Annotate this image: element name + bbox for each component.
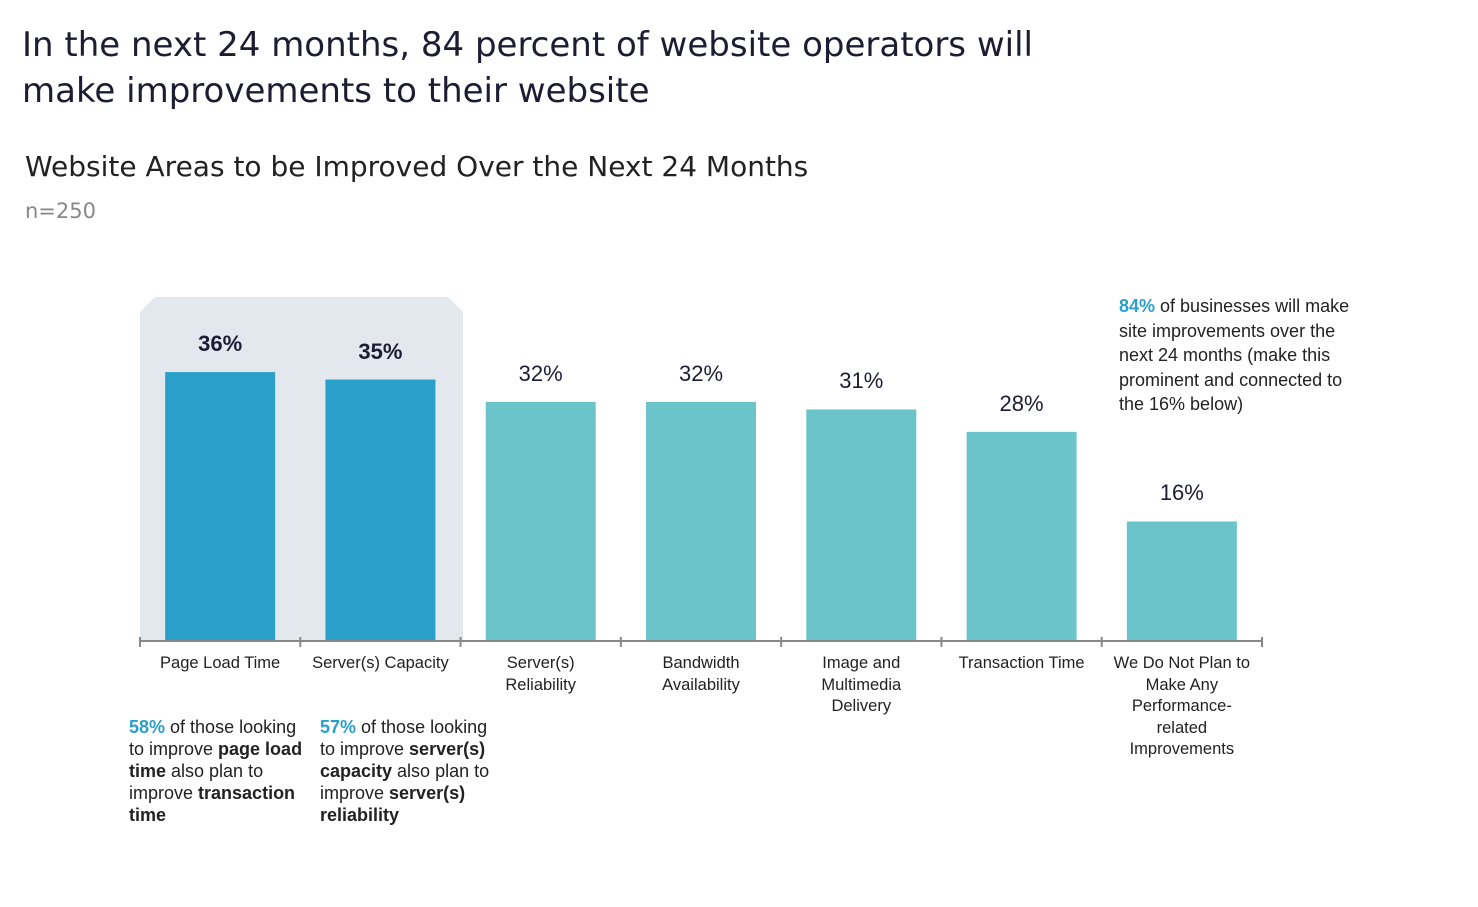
annotation: 58% of those looking to improve page loa… xyxy=(129,716,307,826)
bar xyxy=(646,401,756,641)
value-label: 36% xyxy=(198,331,243,357)
annotation-text: server(s) reliability xyxy=(320,783,466,825)
annotation-text: of businesses will make site improvement… xyxy=(1119,296,1350,414)
annotation-text: of those looking to improve xyxy=(129,717,297,759)
value-label: 16% xyxy=(1159,480,1204,506)
annotation-text: 84% xyxy=(1119,296,1156,316)
x-tick-label: Image and Multimedia Delivery xyxy=(821,654,902,715)
chart-subtitle: n=250 xyxy=(25,199,96,223)
value-label: 32% xyxy=(678,360,724,386)
annotation-text: 58% xyxy=(129,717,166,737)
annotation-text: server(s) capacity xyxy=(320,739,486,781)
x-tick-label: Page Load Time xyxy=(160,654,281,672)
annotation: 57% of those looking to improve server(s… xyxy=(320,716,500,826)
x-tick-label: Transaction Time xyxy=(958,654,1085,672)
page-title: In the next 24 months, 84 percent of web… xyxy=(22,25,1033,111)
x-tick-label: We Do Not Plan to Make Any Performance-r… xyxy=(1113,654,1251,758)
chart-title: Website Areas to be Improved Over the Ne… xyxy=(25,150,809,183)
annotation: 84% of businesses will make site improve… xyxy=(1119,294,1351,417)
annotation-text: of those looking to improve xyxy=(320,717,488,759)
bar xyxy=(325,379,436,641)
bar xyxy=(165,372,276,641)
bar xyxy=(485,401,596,641)
x-tick-label: Bandwidth Availability xyxy=(662,654,740,694)
annotation-text: transaction time xyxy=(129,783,296,825)
annotation-text: also plan to improve xyxy=(320,761,490,803)
x-tick-label: Server(s) Capacity xyxy=(312,654,449,672)
value-label: 31% xyxy=(839,368,884,394)
bar xyxy=(806,409,917,641)
bar xyxy=(966,431,1077,641)
value-label: 35% xyxy=(358,338,403,364)
annotation-text: 57% xyxy=(320,717,357,737)
value-label: 28% xyxy=(999,390,1044,416)
annotation-text: also plan to improve xyxy=(129,761,264,803)
value-label: 32% xyxy=(518,360,563,386)
bar xyxy=(1126,521,1237,641)
annotation-text: page load time xyxy=(129,739,303,781)
x-tick-label: Server(s) Reliability xyxy=(505,654,576,694)
